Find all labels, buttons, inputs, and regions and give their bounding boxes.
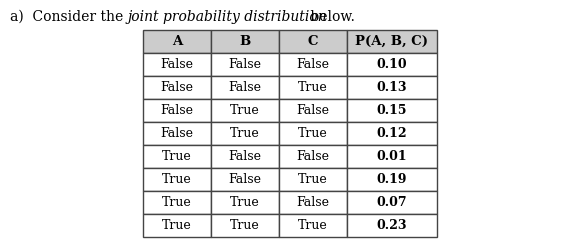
Bar bbox=[143, 76, 211, 99]
Bar bbox=[143, 214, 211, 237]
Text: 0.10: 0.10 bbox=[377, 58, 407, 71]
Text: 0.23: 0.23 bbox=[377, 219, 407, 232]
Bar bbox=[279, 214, 347, 237]
Text: joint probability distribution: joint probability distribution bbox=[128, 10, 328, 24]
Bar bbox=[279, 99, 347, 122]
Text: 0.13: 0.13 bbox=[377, 81, 407, 94]
Bar bbox=[279, 122, 347, 145]
Text: False: False bbox=[160, 127, 193, 140]
Bar bbox=[279, 76, 347, 99]
Bar bbox=[211, 30, 279, 53]
Text: 0.19: 0.19 bbox=[377, 173, 407, 186]
Bar bbox=[347, 30, 437, 53]
Bar bbox=[279, 168, 347, 191]
Text: A: A bbox=[172, 35, 182, 48]
Text: 0.12: 0.12 bbox=[377, 127, 407, 140]
Bar bbox=[347, 191, 437, 214]
Text: True: True bbox=[298, 173, 328, 186]
Text: False: False bbox=[160, 58, 193, 71]
Bar bbox=[347, 168, 437, 191]
Text: a)  Consider the: a) Consider the bbox=[10, 10, 127, 24]
Text: C: C bbox=[308, 35, 318, 48]
Text: 0.15: 0.15 bbox=[377, 104, 407, 117]
Bar bbox=[211, 122, 279, 145]
Bar bbox=[279, 191, 347, 214]
Text: True: True bbox=[162, 219, 192, 232]
Text: 0.07: 0.07 bbox=[377, 196, 407, 209]
Bar bbox=[347, 76, 437, 99]
Text: False: False bbox=[229, 58, 262, 71]
Text: below.: below. bbox=[306, 10, 355, 24]
Text: False: False bbox=[296, 150, 329, 163]
Text: True: True bbox=[162, 150, 192, 163]
Bar bbox=[143, 122, 211, 145]
Bar bbox=[279, 53, 347, 76]
Bar bbox=[211, 99, 279, 122]
Bar bbox=[211, 191, 279, 214]
Bar bbox=[279, 30, 347, 53]
Text: 0.01: 0.01 bbox=[377, 150, 407, 163]
Bar bbox=[211, 145, 279, 168]
Bar bbox=[347, 99, 437, 122]
Bar bbox=[143, 168, 211, 191]
Text: True: True bbox=[162, 196, 192, 209]
Text: True: True bbox=[230, 127, 260, 140]
Text: True: True bbox=[230, 219, 260, 232]
Bar bbox=[279, 145, 347, 168]
Bar bbox=[211, 214, 279, 237]
Text: True: True bbox=[230, 104, 260, 117]
Text: False: False bbox=[296, 104, 329, 117]
Text: False: False bbox=[296, 196, 329, 209]
Bar bbox=[347, 145, 437, 168]
Text: False: False bbox=[296, 58, 329, 71]
Text: False: False bbox=[229, 81, 262, 94]
Bar bbox=[347, 122, 437, 145]
Bar bbox=[211, 53, 279, 76]
Text: False: False bbox=[229, 150, 262, 163]
Text: True: True bbox=[298, 219, 328, 232]
Text: False: False bbox=[160, 81, 193, 94]
Text: B: B bbox=[240, 35, 250, 48]
Bar bbox=[143, 99, 211, 122]
Text: False: False bbox=[229, 173, 262, 186]
Text: P(A, B, C): P(A, B, C) bbox=[356, 35, 428, 48]
Bar bbox=[143, 145, 211, 168]
Bar bbox=[143, 30, 211, 53]
Bar bbox=[143, 53, 211, 76]
Text: False: False bbox=[160, 104, 193, 117]
Text: True: True bbox=[162, 173, 192, 186]
Bar bbox=[347, 214, 437, 237]
Text: True: True bbox=[230, 196, 260, 209]
Text: True: True bbox=[298, 81, 328, 94]
Bar bbox=[211, 76, 279, 99]
Bar bbox=[143, 191, 211, 214]
Bar bbox=[347, 53, 437, 76]
Bar bbox=[211, 168, 279, 191]
Text: True: True bbox=[298, 127, 328, 140]
